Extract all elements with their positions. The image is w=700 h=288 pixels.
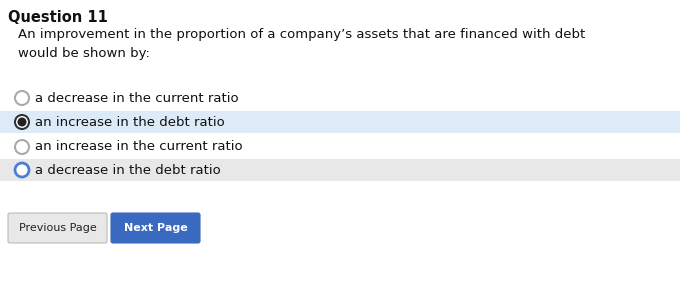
Circle shape <box>18 118 27 126</box>
Circle shape <box>15 140 29 154</box>
FancyBboxPatch shape <box>0 136 680 158</box>
Circle shape <box>15 163 29 177</box>
Text: Previous Page: Previous Page <box>19 223 97 233</box>
FancyBboxPatch shape <box>111 213 200 243</box>
FancyBboxPatch shape <box>0 111 680 133</box>
Text: Question 11: Question 11 <box>8 10 108 25</box>
FancyBboxPatch shape <box>0 159 680 181</box>
Circle shape <box>15 91 29 105</box>
Text: an increase in the current ratio: an increase in the current ratio <box>35 141 243 154</box>
Text: An improvement in the proportion of a company’s assets that are financed with de: An improvement in the proportion of a co… <box>18 28 585 60</box>
Text: a decrease in the current ratio: a decrease in the current ratio <box>35 92 239 105</box>
FancyBboxPatch shape <box>8 213 107 243</box>
Circle shape <box>15 115 29 129</box>
Text: Next Page: Next Page <box>124 223 188 233</box>
Text: an increase in the debt ratio: an increase in the debt ratio <box>35 115 225 128</box>
FancyBboxPatch shape <box>0 87 680 109</box>
Text: a decrease in the debt ratio: a decrease in the debt ratio <box>35 164 220 177</box>
